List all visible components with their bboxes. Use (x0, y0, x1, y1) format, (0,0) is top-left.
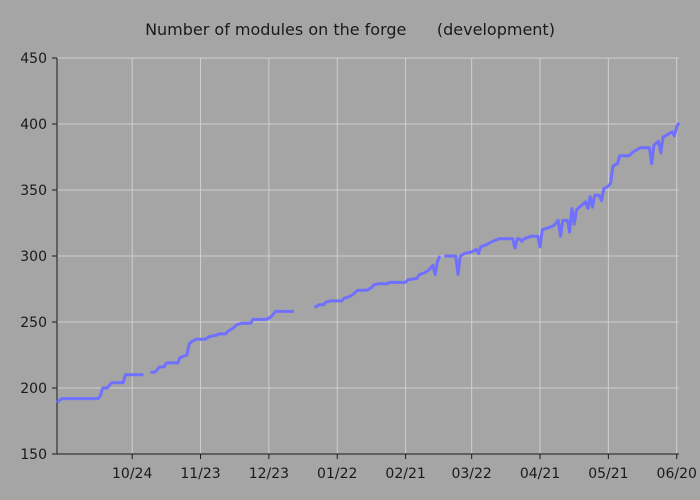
chart-title: Number of modules on the forge (developm… (145, 20, 555, 39)
y-tick-label: 300 (20, 249, 47, 265)
series-line-segment (313, 255, 442, 309)
y-tick-label: 150 (20, 447, 47, 463)
y-tick-label: 450 (20, 51, 47, 67)
x-tick-label: 01/22 (317, 466, 357, 482)
x-tick-label: 03/22 (451, 466, 491, 482)
grid-lines (57, 57, 679, 455)
y-tick-label: 200 (20, 381, 47, 397)
x-tick-label: 04/21 (520, 466, 560, 482)
tick-labels: 150 200 250 300 350 400 450 10/24 11/23 12/23 01/2… (20, 51, 697, 482)
axes (52, 57, 679, 459)
y-tick-label: 400 (20, 117, 47, 133)
series-line-segment (56, 373, 144, 404)
x-tick-label: 06/20 (657, 466, 697, 482)
y-tick-label: 350 (20, 183, 47, 199)
series-modules (56, 121, 681, 404)
x-tick-label: 02/21 (385, 466, 425, 482)
x-tick-label: 12/23 (249, 466, 289, 482)
series-line-segment (444, 121, 681, 276)
x-tick-label: 11/23 (180, 466, 220, 482)
y-tick-label: 250 (20, 315, 47, 331)
x-tick-label: 05/21 (588, 466, 628, 482)
x-tick-label: 10/24 (112, 466, 152, 482)
series-line-segment (150, 309, 294, 374)
